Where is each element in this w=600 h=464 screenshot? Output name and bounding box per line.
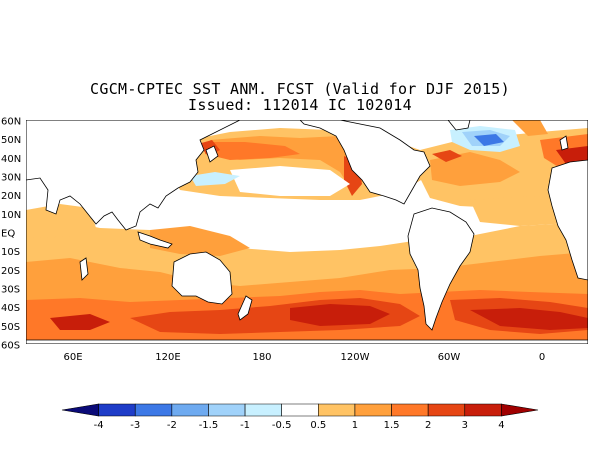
anomaly-shading: [26, 120, 588, 344]
land-new-zealand: [237, 295, 253, 321]
land-uk: [559, 135, 569, 151]
colorbar-tick-label: 0.5: [310, 420, 326, 431]
colorbar-tick-label: -2: [167, 420, 177, 431]
map-subtitle: Issued: 112014 IC 102014: [188, 96, 412, 114]
latitude-label: 40N: [1, 154, 21, 165]
colorbar-tick-label: -0.5: [272, 420, 292, 431]
warm-region-kuroshio: [205, 142, 300, 160]
colorbar-segment: [61, 403, 99, 417]
warm-region-equatorial-indian: [26, 204, 96, 238]
longitude-label: 120E: [155, 352, 180, 363]
colorbar-segment: [464, 403, 502, 417]
colorbar-tick-label: -4: [94, 420, 104, 431]
cool-region-north-pacific: [190, 172, 240, 186]
latitude-label: 40S: [1, 303, 20, 314]
warm-region-southern-peak-atlantic: [470, 308, 588, 330]
warm-region-north-atlantic-strong: [430, 152, 520, 186]
colorbar-segment: [318, 403, 356, 417]
colorbar-tick-label: 1.5: [384, 420, 400, 431]
warm-region-europe-core: [556, 146, 588, 164]
land-madagascar: [79, 257, 89, 281]
map-title: CGCM-CPTEC SST ANM. FCST (Valid for DJF …: [90, 80, 510, 98]
latitude-label: 10N: [1, 210, 21, 221]
colorbar-segment: [281, 403, 319, 417]
colorbar-segment: [134, 403, 173, 417]
colorbar-segment: [501, 403, 539, 417]
colorbar-segment: [391, 403, 429, 417]
longitude-label: 0: [539, 352, 545, 363]
warm-region-gulf-stream: [432, 150, 462, 162]
colorbar-tick-label: -1.5: [199, 420, 219, 431]
latitude-label: 60S: [1, 341, 20, 352]
colorbar-tick-label: -3: [130, 420, 140, 431]
land-greenland: [447, 120, 471, 131]
latitude-label: EQ: [1, 229, 15, 240]
latitude-label: 50S: [1, 322, 20, 333]
warm-region-labrador: [512, 120, 548, 136]
land-south-america: [407, 207, 475, 331]
latitude-label: 20S: [1, 266, 20, 277]
colorbar-segment: [208, 403, 246, 417]
colorbar-tick-label: -1: [240, 420, 250, 431]
land-australia: [171, 251, 233, 305]
colorbar-segment: [354, 403, 392, 417]
colorbar-segment: [427, 403, 466, 417]
latitude-label: 20N: [1, 191, 21, 202]
neutral-region-north-pacific-interior: [230, 166, 350, 196]
colorbar-tick-label: 3: [462, 420, 468, 431]
continents: [26, 120, 588, 344]
colorbar-segment: [98, 403, 136, 417]
land-japan: [205, 145, 219, 163]
latitude-label: 30S: [1, 285, 20, 296]
longitude-label: 120W: [341, 352, 370, 363]
longitude-label: 60W: [438, 352, 461, 363]
latitude-axis: 60N 50N 40N 30N 20N 10N EQ 10S 20S 30S 40S 50S 60S: [1, 117, 21, 352]
colorbar: -4 -3 -2 -1.5 -1 -0.5 0.5 1 1.5 2 3 4: [61, 403, 539, 431]
colorbar-tick-label: 4: [498, 420, 504, 431]
latitude-label: 30N: [1, 173, 21, 184]
warm-region-southern-peak-pacific: [290, 304, 390, 326]
latitude-label: 50N: [1, 135, 21, 146]
land-indonesia: [137, 231, 173, 249]
map-panel: [26, 120, 588, 344]
warm-region-west-pacific: [150, 226, 250, 256]
latitude-label: 60N: [1, 117, 21, 128]
land-africa-west: [547, 159, 588, 281]
land-antarctica: [26, 339, 588, 344]
colorbar-tick-label: 2: [425, 420, 431, 431]
land-north-america: [299, 120, 431, 205]
colorbar-segment: [171, 403, 209, 417]
cool-region-north-atlantic-core: [474, 134, 504, 146]
colorbar-segment: [244, 403, 282, 417]
longitude-axis: 60E 120E 180 120W 60W 0: [63, 352, 545, 363]
latitude-label: 10S: [1, 247, 20, 258]
land-eurasia-africa: [26, 120, 241, 231]
colorbar-tick-label: 1: [352, 420, 358, 431]
longitude-label: 60E: [63, 352, 82, 363]
longitude-label: 180: [252, 352, 271, 363]
warm-region-southern-peak-indian: [50, 314, 110, 330]
